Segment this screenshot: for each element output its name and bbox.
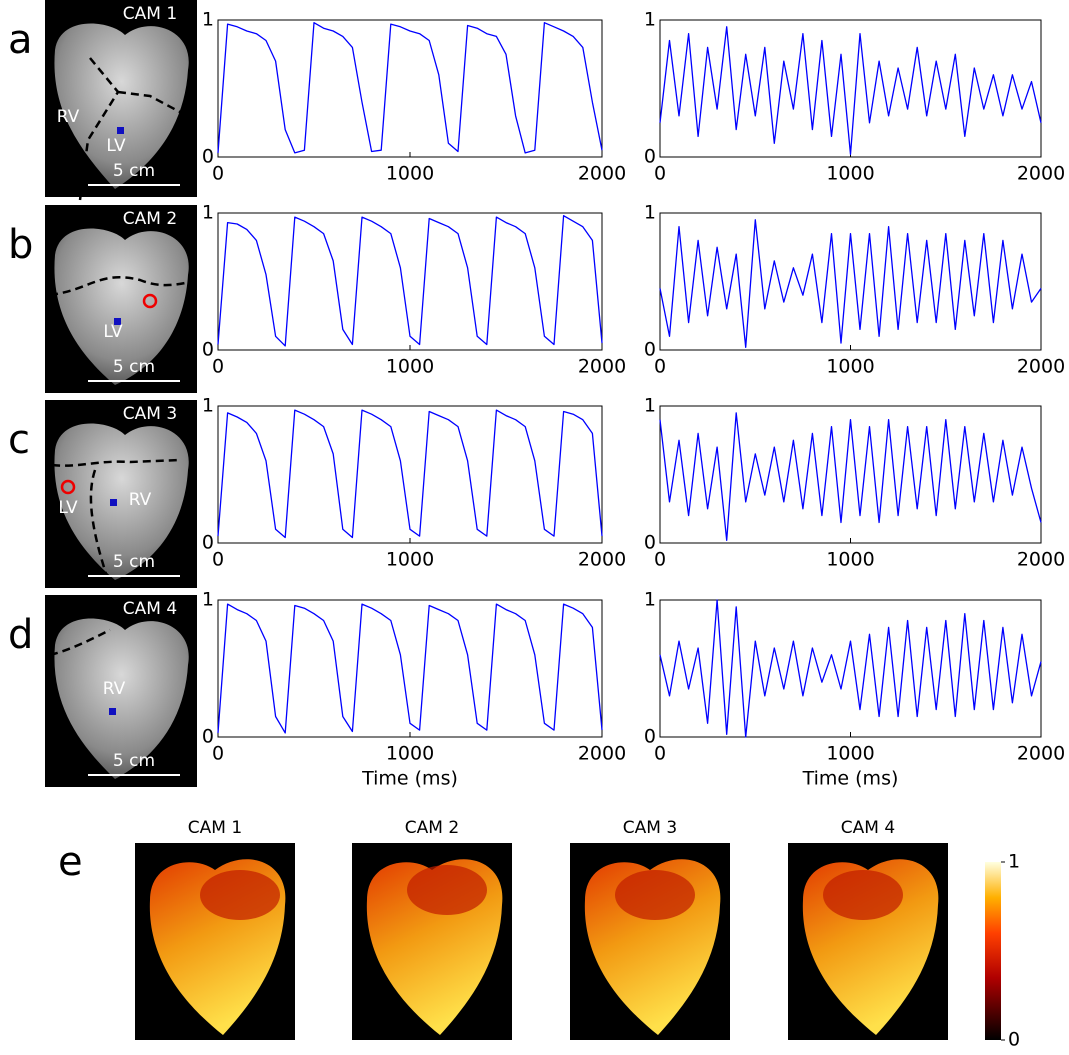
camera-label: CAM 4 (123, 599, 177, 619)
x-tick-label: 1000 (386, 549, 434, 571)
y-tick-label: 0 (644, 726, 656, 748)
y-tick-label: 1 (202, 589, 214, 611)
region-label: RV (129, 490, 152, 510)
recording-site (117, 127, 124, 134)
colorbar-tick-label: 1 (1008, 851, 1020, 873)
x-tick-label: 0 (654, 549, 666, 571)
y-tick-label: 1 (202, 9, 214, 31)
y-tick-label: 0 (644, 339, 656, 361)
camera-label: CAM 2 (123, 209, 177, 229)
x-tick-label: 0 (212, 356, 224, 378)
x-tick-label: 2000 (578, 356, 626, 378)
region-label: RV (103, 679, 126, 699)
map-dark-region (407, 865, 487, 915)
y-tick-label: 0 (202, 532, 214, 554)
scale-label: 5 cm (113, 161, 155, 181)
x-tick-label: 2000 (1017, 743, 1065, 765)
x-tick-label: 2000 (578, 549, 626, 571)
region-label: LV (103, 322, 123, 342)
region-label: LV (106, 136, 126, 156)
scale-label: 5 cm (113, 751, 155, 771)
heart (54, 423, 189, 580)
map-dark-region (200, 870, 280, 920)
region-label: RV (57, 107, 80, 127)
y-tick-label: 1 (644, 589, 656, 611)
x-tick-label: 2000 (1017, 549, 1065, 571)
y-tick-label: 0 (202, 146, 214, 168)
colorbar-tick-label: 0 (1008, 1029, 1020, 1051)
trace (217, 409, 603, 539)
trace (217, 603, 603, 734)
trace (217, 215, 603, 347)
axes-box (217, 405, 603, 544)
trace (659, 599, 1042, 738)
x-tick-label: 1000 (826, 356, 874, 378)
map-title: CAM 4 (841, 818, 895, 838)
recording-site (110, 499, 117, 506)
panel-letter: d (8, 612, 33, 658)
boundary (117, 90, 181, 114)
axes-box (659, 19, 1042, 158)
camera-label: CAM 3 (123, 404, 177, 424)
x-tick-label: 1000 (386, 743, 434, 765)
x-tick-label: 2000 (1017, 163, 1065, 185)
x-tick-label: 1000 (826, 549, 874, 571)
x-tick-label: 0 (212, 743, 224, 765)
boundary (49, 276, 191, 297)
x-tick-label: 1000 (386, 163, 434, 185)
trace (659, 26, 1042, 155)
boundary (49, 628, 111, 657)
y-tick-label: 0 (202, 726, 214, 748)
panel-letter: a (8, 17, 33, 63)
x-tick-label: 0 (212, 549, 224, 571)
x-tick-label: 1000 (826, 163, 874, 185)
y-tick-label: 0 (202, 339, 214, 361)
x-tick-label: 2000 (578, 743, 626, 765)
x-axis-label: Time (ms) (361, 768, 458, 790)
y-tick-label: 1 (644, 395, 656, 417)
trace (659, 219, 1042, 348)
scale-label: 5 cm (113, 357, 155, 377)
recording-site-ring (60, 479, 76, 495)
axes-box (217, 212, 603, 351)
panel-letter: c (8, 417, 30, 463)
x-tick-label: 0 (654, 163, 666, 185)
x-tick-label: 1000 (386, 356, 434, 378)
boundary (78, 57, 120, 201)
trace (659, 412, 1042, 541)
panel-letter: e (58, 839, 83, 885)
x-tick-label: 1000 (826, 743, 874, 765)
y-tick-label: 0 (644, 146, 656, 168)
y-tick-label: 1 (202, 395, 214, 417)
recording-site-ring (142, 293, 158, 309)
axes-box (217, 19, 603, 158)
camera-label: CAM 1 (123, 4, 177, 24)
x-tick-label: 0 (654, 356, 666, 378)
map-title: CAM 3 (623, 818, 677, 838)
map-dark-region (823, 870, 903, 920)
boundary (51, 458, 181, 467)
x-tick-label: 2000 (578, 163, 626, 185)
y-tick-label: 0 (644, 532, 656, 554)
y-tick-label: 1 (202, 202, 214, 224)
map-title: CAM 1 (188, 818, 242, 838)
trace (217, 22, 603, 154)
heart (54, 228, 189, 385)
recording-site (109, 708, 116, 715)
panel-letter: b (8, 222, 33, 268)
x-tick-label: 0 (654, 743, 666, 765)
x-tick-label: 0 (212, 163, 224, 185)
scale-label: 5 cm (113, 552, 155, 572)
x-axis-label: Time (ms) (802, 768, 899, 790)
y-tick-label: 1 (644, 202, 656, 224)
map-dark-region (615, 870, 695, 920)
map-title: CAM 2 (405, 818, 459, 838)
recording-site (114, 318, 121, 325)
heart (54, 618, 189, 779)
region-label: LV (58, 498, 78, 518)
colorbar (985, 862, 1001, 1040)
x-tick-label: 2000 (1017, 356, 1065, 378)
y-tick-label: 1 (644, 9, 656, 31)
